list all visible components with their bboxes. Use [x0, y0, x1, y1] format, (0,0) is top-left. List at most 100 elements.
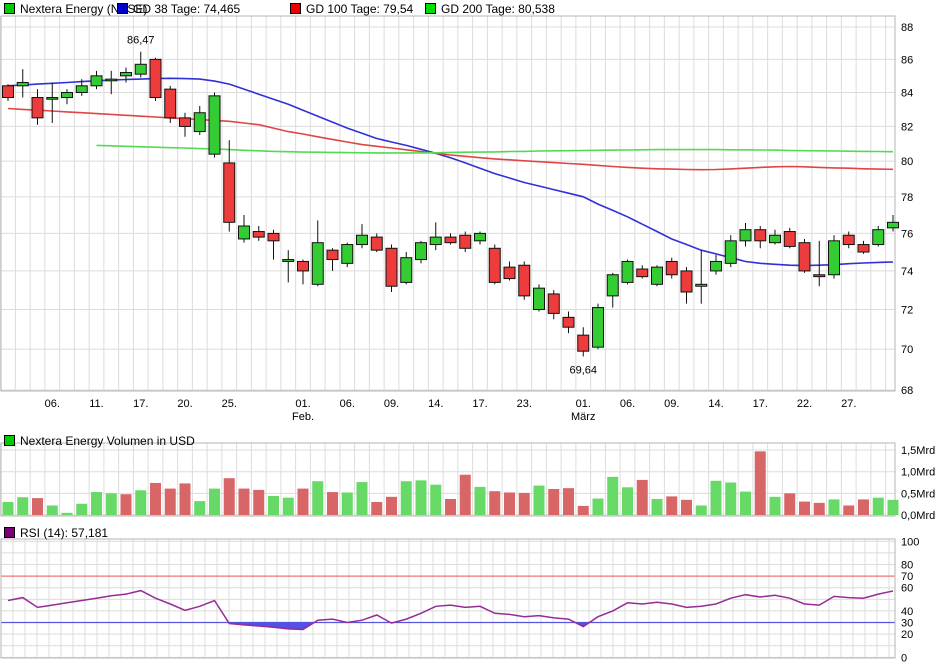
- volume-bar: [2, 502, 14, 515]
- date-axis-label: 22.: [797, 398, 812, 410]
- candle: [415, 240, 427, 264]
- price-axis-label: 76: [901, 228, 913, 240]
- price-panel: 86,47 69,64 88 86 84 82 80 78 76 74 72 70 68 06. 11. 17…: [0, 15, 913, 423]
- volume-bar: [784, 493, 796, 515]
- volume-bar: [518, 492, 530, 515]
- candle: [179, 112, 191, 137]
- legend-gd100: GD 100 Tage: 79,54: [290, 2, 413, 16]
- candle: [562, 311, 575, 334]
- rsi-axis-label: 70: [901, 571, 913, 583]
- volume-bar: [710, 480, 722, 515]
- rsi-oversold-fill: [228, 622, 315, 630]
- volume-bar: [577, 505, 589, 515]
- price-axis-label: 82: [901, 121, 913, 133]
- candle: [2, 84, 14, 101]
- volume-bar: [327, 492, 338, 515]
- candle: [385, 244, 398, 293]
- candle: [134, 51, 147, 78]
- volume-bar: [164, 488, 176, 515]
- candle: [606, 272, 619, 308]
- gd200-swatch: [425, 3, 436, 14]
- volume-bar: [725, 482, 737, 515]
- price-axis-label: 84: [901, 87, 913, 99]
- candle: [474, 231, 486, 245]
- volume-bar: [445, 498, 456, 515]
- candle: [297, 259, 309, 285]
- candle: [754, 225, 767, 249]
- candle: [695, 250, 708, 304]
- volume-bar: [371, 502, 383, 515]
- volume-bar: [651, 498, 663, 515]
- volume-bar: [887, 499, 899, 515]
- volume-bar: [76, 503, 88, 515]
- volume-swatch: [4, 435, 15, 446]
- volume-axis-label: 1,5Mrd: [901, 445, 935, 457]
- volume-axis-label: 0,5Mrd: [901, 488, 935, 500]
- volume-axis-label: 0,0Mrd: [901, 510, 935, 522]
- volume-bar: [504, 492, 515, 515]
- volume-bar: [312, 481, 324, 515]
- volume-legend-label: Nextera Energy Volumen in USD: [20, 433, 195, 448]
- date-axis-label: 06.: [620, 398, 635, 410]
- candle: [872, 225, 885, 247]
- volume-bar: [769, 496, 781, 515]
- legend-rsi: RSI (14): 57,181: [4, 525, 109, 540]
- volume-bar: [430, 484, 442, 515]
- price-axis-label: 68: [901, 385, 913, 397]
- volume-bar: [179, 483, 191, 515]
- volume-bar: [297, 488, 309, 515]
- candle: [370, 233, 383, 253]
- volume-bar: [32, 498, 43, 515]
- date-axis-label: 06.: [340, 398, 355, 410]
- price-axis-label: 74: [901, 266, 913, 278]
- date-axis-label: 17.: [472, 398, 487, 410]
- rsi-axis-label: 100: [901, 536, 919, 548]
- candle: [46, 82, 59, 123]
- candle: [341, 242, 354, 268]
- candle: [400, 252, 413, 285]
- candle: [724, 235, 737, 268]
- volume-bar: [61, 512, 73, 515]
- volume-bar: [268, 495, 279, 515]
- rsi-axis-label: 80: [901, 560, 913, 572]
- candle: [311, 220, 324, 287]
- gd38-swatch: [117, 3, 128, 14]
- legend-gd38: GD 38 Tage: 74,465: [117, 1, 241, 16]
- candle: [105, 70, 118, 95]
- candle: [621, 259, 634, 285]
- gd38-legend-label: GD 38 Tage: 74,465: [133, 1, 241, 16]
- volume-bar: [622, 487, 633, 515]
- rsi-legend-label: RSI (14): 57,181: [20, 525, 109, 540]
- rsi-line: [7, 589, 894, 631]
- candle: [208, 92, 221, 158]
- volume-bar: [223, 478, 235, 515]
- rsi-axis-label: 60: [901, 583, 913, 595]
- candle: [828, 235, 840, 279]
- month-axis-label: März: [571, 411, 595, 423]
- price-axis-label: 80: [901, 156, 913, 168]
- volume-bar: [91, 492, 102, 515]
- volume-bar: [607, 476, 619, 515]
- candle: [636, 265, 649, 279]
- volume-bar: [253, 489, 265, 515]
- date-axis-label: 09.: [384, 398, 399, 410]
- date-axis-label: 23.: [517, 398, 532, 410]
- candle: [533, 284, 545, 312]
- date-axis-label: 14.: [428, 398, 443, 410]
- candle: [75, 79, 88, 96]
- volume-bar: [400, 481, 412, 515]
- candle: [326, 248, 339, 271]
- volume-bar: [813, 502, 825, 515]
- volume-bar: [548, 489, 560, 515]
- volume-bar: [17, 497, 29, 515]
- candle: [798, 238, 811, 273]
- candle: [739, 223, 752, 247]
- candle: [223, 140, 236, 232]
- candle: [164, 85, 177, 123]
- volume-bar: [150, 482, 161, 515]
- volume-bar: [415, 480, 427, 515]
- rsi-swatch: [4, 527, 15, 538]
- candle: [120, 67, 132, 83]
- date-axis-label: 06.: [45, 398, 60, 410]
